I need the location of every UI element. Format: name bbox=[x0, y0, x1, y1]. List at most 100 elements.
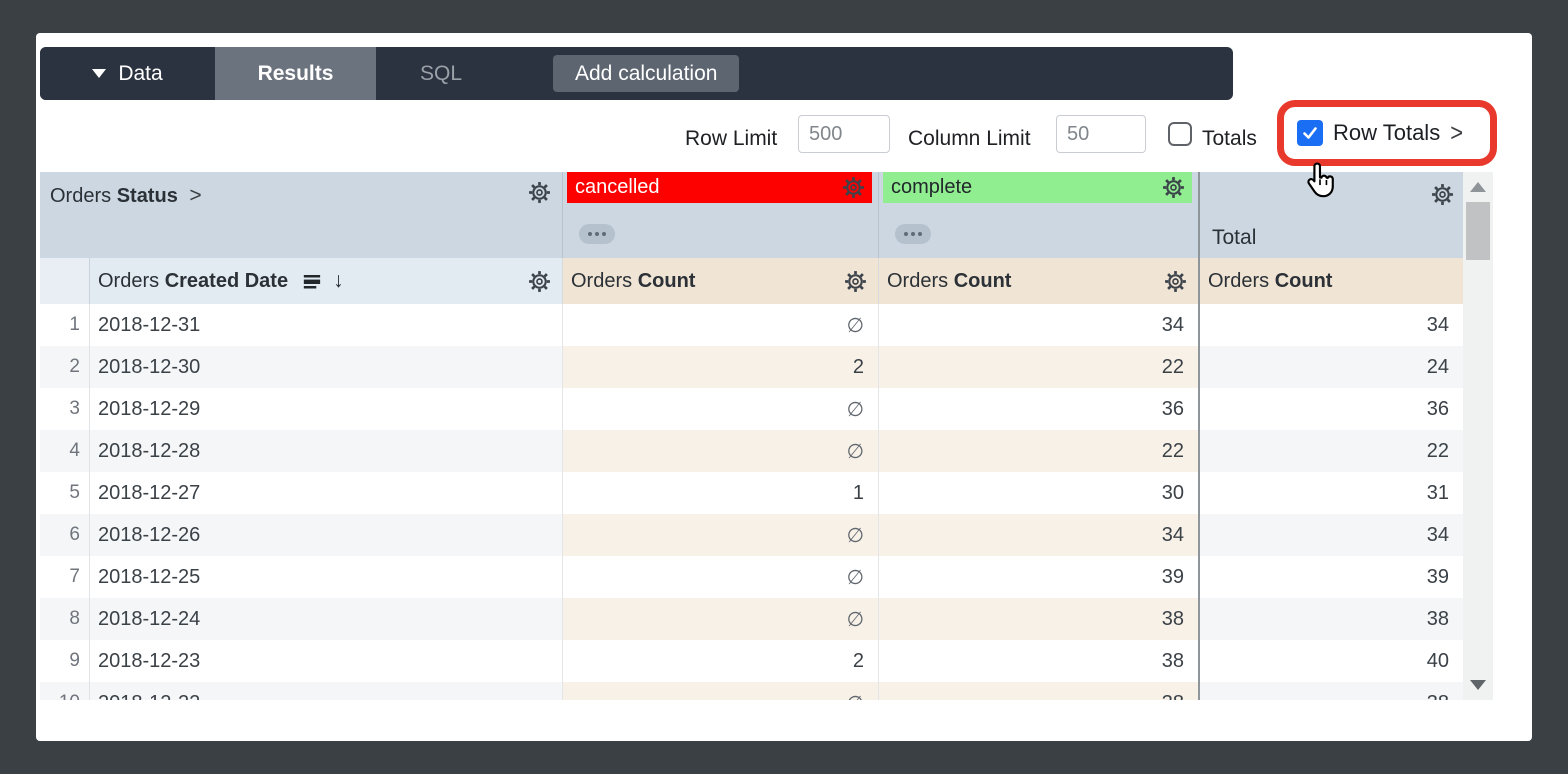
table-row: 10 2018-12-22 ∅ 38 38 bbox=[40, 682, 1463, 700]
data-section-toggle[interactable]: Data bbox=[40, 47, 215, 100]
gear-icon[interactable] bbox=[527, 180, 552, 205]
cancelled-count-cell: ∅ bbox=[562, 682, 878, 700]
cancelled-count-cell: ∅ bbox=[562, 388, 878, 430]
cancelled-count-cell: ∅ bbox=[562, 556, 878, 598]
date-cell: 2018-12-30 bbox=[90, 346, 562, 388]
measure-header-text: Orders Count bbox=[887, 269, 1012, 292]
orders-count-header-complete[interactable]: Orders Count bbox=[878, 258, 1198, 304]
tab-results-label: Results bbox=[257, 61, 334, 85]
row-number: 6 bbox=[40, 514, 90, 556]
row-totals-annotation: Row Totals > bbox=[1277, 100, 1497, 166]
date-cell: 2018-12-25 bbox=[90, 556, 562, 598]
pivot-chip-label: cancelled bbox=[575, 176, 660, 198]
add-calculation-label: Add calculation bbox=[575, 61, 718, 85]
date-cell: 2018-12-24 bbox=[90, 598, 562, 640]
orders-count-header-total[interactable]: Orders Count bbox=[1198, 258, 1463, 304]
pivot-header-row: Orders Status > cancelled complete bbox=[40, 172, 1463, 258]
pivot-value-cancelled: cancelled bbox=[562, 172, 878, 258]
complete-count-cell: 38 bbox=[878, 598, 1198, 640]
chevron-right-icon: > bbox=[189, 184, 202, 207]
dimension-field: Status bbox=[116, 185, 178, 207]
measure-header-text: Orders Count bbox=[571, 269, 696, 292]
chevron-down-icon bbox=[92, 69, 107, 78]
date-cell: 2018-12-31 bbox=[90, 304, 562, 346]
gear-icon[interactable] bbox=[841, 175, 866, 200]
row-number: 5 bbox=[40, 472, 90, 514]
scroll-up-arrow-icon[interactable] bbox=[1470, 182, 1486, 192]
row-limit-input[interactable] bbox=[798, 115, 890, 153]
gear-icon[interactable] bbox=[527, 269, 552, 294]
row-number: 7 bbox=[40, 556, 90, 598]
row-number-header bbox=[40, 258, 90, 304]
checkmark-icon bbox=[1303, 127, 1317, 139]
table-row: 4 2018-12-28 ∅ 22 22 bbox=[40, 430, 1463, 472]
complete-count-cell: 34 bbox=[878, 304, 1198, 346]
gear-icon[interactable] bbox=[843, 269, 868, 294]
created-date-header[interactable]: Orders Created Date ↓ bbox=[90, 258, 562, 304]
pivot-chip-cancelled[interactable]: cancelled bbox=[567, 172, 872, 203]
total-count-cell: 38 bbox=[1198, 682, 1463, 700]
pivot-expand-ellipsis[interactable] bbox=[895, 224, 931, 244]
cancelled-count-cell: ∅ bbox=[562, 430, 878, 472]
complete-count-cell: 30 bbox=[878, 472, 1198, 514]
vertical-scrollbar[interactable] bbox=[1463, 172, 1493, 700]
cancelled-count-cell: ∅ bbox=[562, 304, 878, 346]
complete-count-cell: 38 bbox=[878, 640, 1198, 682]
total-count-cell: 36 bbox=[1198, 388, 1463, 430]
subtotal-icon bbox=[300, 270, 323, 293]
scrollbar-thumb[interactable] bbox=[1466, 202, 1490, 260]
totals-checkbox[interactable] bbox=[1168, 122, 1192, 146]
total-count-cell: 38 bbox=[1198, 598, 1463, 640]
table-row: 8 2018-12-24 ∅ 38 38 bbox=[40, 598, 1463, 640]
date-cell: 2018-12-29 bbox=[90, 388, 562, 430]
row-number: 10 bbox=[40, 682, 90, 700]
tab-sql-label: SQL bbox=[419, 61, 463, 85]
pivot-chip-label: complete bbox=[891, 176, 973, 198]
row-number: 9 bbox=[40, 640, 90, 682]
cancelled-count-cell: 2 bbox=[562, 346, 878, 388]
pivot-value-complete: complete bbox=[878, 172, 1198, 258]
data-section-label: Data bbox=[118, 61, 163, 85]
date-cell: 2018-12-22 bbox=[90, 682, 562, 700]
cancelled-count-cell: 2 bbox=[562, 640, 878, 682]
gear-icon[interactable] bbox=[1161, 175, 1186, 200]
row-number: 3 bbox=[40, 388, 90, 430]
column-limit-input[interactable] bbox=[1056, 115, 1146, 153]
table-body: 1 2018-12-31 ∅ 34 34 2 2018-12-30 2 22 2… bbox=[40, 304, 1463, 700]
table-row: 6 2018-12-26 ∅ 34 34 bbox=[40, 514, 1463, 556]
date-cell: 2018-12-28 bbox=[90, 430, 562, 472]
gear-icon[interactable] bbox=[1163, 269, 1188, 294]
explore-data-panel: Data Results SQL Add calculation Row Lim… bbox=[36, 33, 1532, 741]
table-row: 9 2018-12-23 2 38 40 bbox=[40, 640, 1463, 682]
pivot-chip-complete[interactable]: complete bbox=[883, 172, 1192, 203]
field-header-row: Orders Created Date ↓ Orders Count bbox=[40, 258, 1463, 304]
column-limit-label: Column Limit bbox=[908, 127, 1031, 150]
measure-header-text: Orders Count bbox=[1208, 269, 1333, 292]
date-cell: 2018-12-23 bbox=[90, 640, 562, 682]
tab-sql[interactable]: SQL bbox=[376, 47, 506, 100]
row-number: 4 bbox=[40, 430, 90, 472]
gear-icon[interactable] bbox=[1430, 182, 1455, 207]
row-limit-label: Row Limit bbox=[685, 127, 778, 150]
total-count-cell: 31 bbox=[1198, 472, 1463, 514]
date-header-text: Orders Created Date bbox=[98, 269, 289, 292]
table-row: 2 2018-12-30 2 22 24 bbox=[40, 346, 1463, 388]
row-totals-checkbox[interactable] bbox=[1297, 120, 1323, 146]
total-count-cell: 40 bbox=[1198, 640, 1463, 682]
pivot-expand-ellipsis[interactable] bbox=[579, 224, 615, 244]
pivot-dimension-header[interactable]: Orders Status > bbox=[40, 172, 562, 258]
cancelled-count-cell: ∅ bbox=[562, 598, 878, 640]
orders-count-header-cancelled[interactable]: Orders Count bbox=[562, 258, 878, 304]
row-totals-label: Row Totals bbox=[1333, 120, 1441, 145]
tab-results[interactable]: Results bbox=[215, 47, 376, 100]
row-number: 2 bbox=[40, 346, 90, 388]
table-row: 7 2018-12-25 ∅ 39 39 bbox=[40, 556, 1463, 598]
add-calculation-button[interactable]: Add calculation bbox=[553, 55, 740, 92]
complete-count-cell: 36 bbox=[878, 388, 1198, 430]
scroll-down-arrow-icon[interactable] bbox=[1470, 680, 1486, 690]
complete-count-cell: 38 bbox=[878, 682, 1198, 700]
results-table: Orders Status > cancelled complete bbox=[40, 172, 1493, 700]
total-label: Total bbox=[1212, 226, 1257, 249]
total-count-cell: 22 bbox=[1198, 430, 1463, 472]
table-row: 3 2018-12-29 ∅ 36 36 bbox=[40, 388, 1463, 430]
